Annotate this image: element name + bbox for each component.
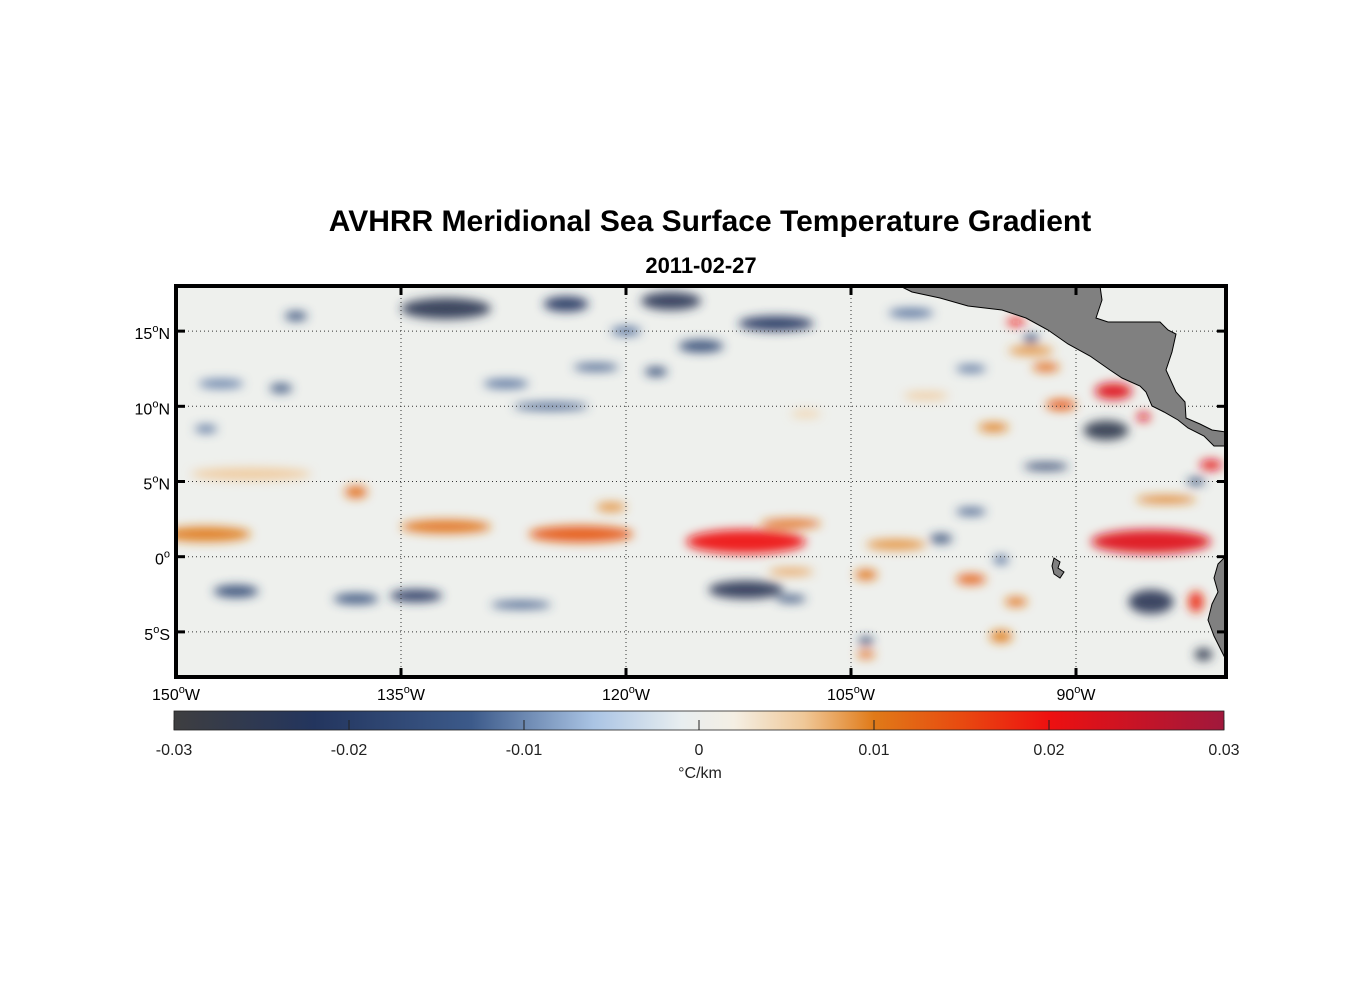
cold-gradient-front-47 <box>776 595 806 603</box>
lon-label-135W: 135oW <box>377 684 426 704</box>
colorbar: -0.03 -0.02 -0.01 0 0.01 0.02 0.03 °C/km <box>156 710 1240 782</box>
warm-gradient-front-25 <box>903 392 949 400</box>
chart-subtitle: 2011-02-27 <box>645 253 757 278</box>
warm-gradient-front-6 <box>686 529 806 554</box>
cold-gradient-front-49 <box>956 507 986 516</box>
warm-gradient-front-8 <box>866 539 926 550</box>
warm-gradient-front-26 <box>791 410 821 418</box>
colorbar-tick-label: 0.01 <box>858 742 889 759</box>
lon-label-150W: 150oW <box>152 684 201 704</box>
cold-gradient-front-35 <box>483 379 529 389</box>
cold-gradient-front-58 <box>1023 334 1039 344</box>
warm-gradient-front-19 <box>1094 382 1133 400</box>
gradient-field <box>176 292 1223 661</box>
warm-gradient-front-13 <box>989 630 1013 643</box>
warm-gradient-front-7 <box>761 519 821 529</box>
cold-gradient-front-44 <box>389 589 443 602</box>
warm-gradient-front-23 <box>1032 362 1060 372</box>
cold-gradient-front-33 <box>611 326 641 336</box>
lon-label-120W: 120oW <box>602 684 651 704</box>
warm-gradient-front-10 <box>854 569 878 581</box>
chart-title: AVHRR Meridional Sea Surface Temperature… <box>328 205 1092 238</box>
cold-gradient-front-56 <box>956 364 986 373</box>
cold-gradient-front-52 <box>1083 420 1129 441</box>
warm-gradient-front-2 <box>344 486 368 499</box>
lat-label-10N: 10oN <box>135 398 170 418</box>
warm-gradient-front-14 <box>857 650 875 659</box>
land-galapagos <box>1051 557 1065 579</box>
warm-gradient-front-22 <box>1008 346 1054 356</box>
warm-gradient-front-21 <box>1007 318 1025 326</box>
cold-gradient-front-42 <box>213 585 259 598</box>
latitude-labels: 15oN 10oN 5oN 0o 5oS <box>135 323 170 644</box>
colorbar-tick-label: 0.03 <box>1208 742 1239 759</box>
cold-gradient-front-39 <box>198 379 244 389</box>
warm-gradient-front-11 <box>956 573 986 585</box>
cold-gradient-front-30 <box>641 292 701 311</box>
cold-gradient-front-43 <box>333 593 379 605</box>
cold-gradient-front-46 <box>708 580 784 599</box>
warm-gradient-front-4 <box>528 525 634 543</box>
cold-gradient-front-41 <box>194 425 218 433</box>
warm-gradient-front-17 <box>1199 459 1223 471</box>
colorbar-ticks: -0.03 -0.02 -0.01 0 0.01 0.02 0.03 <box>156 720 1240 759</box>
warm-gradient-front-24 <box>978 422 1009 432</box>
lat-label-15N: 15oN <box>135 323 170 343</box>
cold-gradient-front-48 <box>1023 462 1069 471</box>
cold-gradient-front-37 <box>644 367 668 377</box>
warm-gradient-front-12 <box>1004 597 1028 607</box>
cold-gradient-front-31 <box>738 316 814 332</box>
cold-gradient-front-36 <box>573 363 619 371</box>
lon-label-90W: 90oW <box>1056 684 1096 704</box>
warm-gradient-front-20 <box>1046 399 1076 411</box>
colorbar-tick-label: 0 <box>695 742 704 759</box>
longitude-labels: 150oW 135oW 120oW 105oW 90oW <box>152 684 1096 704</box>
colorbar-tick-label: -0.01 <box>506 742 543 759</box>
cold-gradient-front-45 <box>491 601 551 609</box>
warm-gradient-front-1 <box>191 467 311 480</box>
warm-gradient-front-5 <box>596 502 626 512</box>
warm-gradient-front-15 <box>1091 529 1211 554</box>
cold-gradient-front-53 <box>1128 589 1174 614</box>
plot-area <box>176 286 1226 677</box>
cold-gradient-front-40 <box>269 383 293 393</box>
warm-gradient-front-9 <box>768 567 814 576</box>
colorbar-tick-label: 0.02 <box>1033 742 1064 759</box>
lat-label-5S: 5oS <box>144 624 170 644</box>
lat-label-0: 0o <box>155 549 170 569</box>
warm-gradient-front-0 <box>176 526 251 542</box>
cold-gradient-front-55 <box>858 637 874 645</box>
warm-gradient-front-18 <box>1188 591 1204 613</box>
warm-gradient-front-3 <box>401 519 491 534</box>
lon-label-105W: 105oW <box>827 684 876 704</box>
graticule <box>176 286 1226 677</box>
colorbar-tick-label: -0.03 <box>156 742 193 759</box>
colorbar-tick-label: -0.02 <box>331 742 368 759</box>
cold-gradient-front-29 <box>543 296 589 312</box>
cold-gradient-front-34 <box>284 311 308 321</box>
warm-gradient-front-27 <box>1136 412 1151 422</box>
cold-gradient-front-28 <box>401 298 491 320</box>
lat-label-5N: 5oN <box>143 474 170 494</box>
cold-gradient-front-54 <box>1194 648 1213 661</box>
axis-ticks <box>174 286 1226 677</box>
cold-gradient-front-51 <box>993 555 1009 565</box>
cold-gradient-front-32 <box>678 340 724 353</box>
cold-gradient-front-50 <box>929 534 953 544</box>
cold-gradient-front-38 <box>513 402 589 411</box>
land-central-america <box>899 286 1226 447</box>
cold-gradient-front-57 <box>888 308 934 318</box>
warm-gradient-front-16 <box>1136 495 1196 504</box>
colorbar-unit-label: °C/km <box>678 765 722 782</box>
